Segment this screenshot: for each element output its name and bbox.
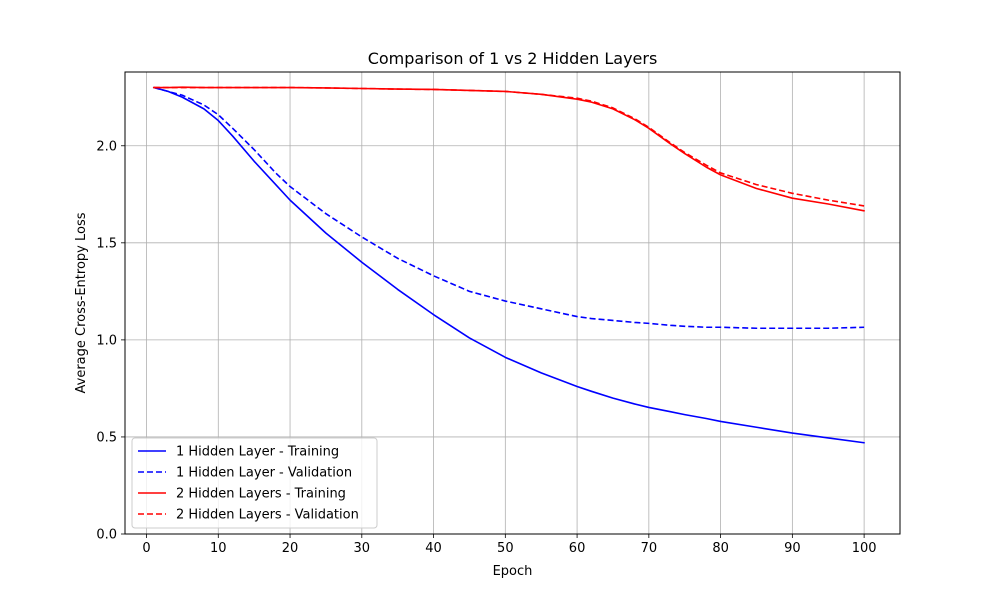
legend-label: 1 Hidden Layer - Validation (176, 466, 352, 481)
x-tick-label: 70 (641, 541, 658, 556)
x-tick-label: 30 (354, 541, 371, 556)
x-tick-label: 90 (784, 541, 801, 556)
x-tick-label: 60 (569, 541, 586, 556)
y-tick-label: 0.5 (96, 430, 117, 445)
legend-label: 2 Hidden Layers - Validation (176, 508, 359, 523)
y-tick-label: 2.0 (96, 139, 117, 154)
x-axis-label: Epoch (493, 564, 533, 579)
series-line-1 (152, 86, 865, 444)
series-line-4 (153, 86, 865, 207)
series-line-2 (153, 86, 865, 330)
y-tick-label: 0.0 (96, 528, 117, 543)
x-tick-label: 0 (142, 541, 150, 556)
y-tick-label: 1.5 (96, 236, 117, 251)
x-tick-label: 10 (210, 541, 227, 556)
x-tick-label: 40 (425, 541, 442, 556)
x-tick-label: 50 (497, 541, 514, 556)
x-tick-label: 80 (712, 541, 729, 556)
x-tick-label: 20 (282, 541, 299, 556)
legend: 1 Hidden Layer - Training 1 Hidden Layer … (131, 437, 378, 529)
chart-title: Comparison of 1 vs 2 Hidden Layers (368, 49, 658, 68)
y-axis-label: Average Cross-Entropy Loss (74, 212, 89, 393)
plot-frame (124, 71, 901, 535)
legend-label: 2 Hidden Layers - Training (176, 487, 346, 502)
legend-label: 1 Hidden Layer - Training (176, 445, 339, 460)
y-tick-label: 1.0 (96, 333, 117, 348)
legend-box (131, 437, 378, 529)
x-tick-label: 100 (852, 541, 877, 556)
